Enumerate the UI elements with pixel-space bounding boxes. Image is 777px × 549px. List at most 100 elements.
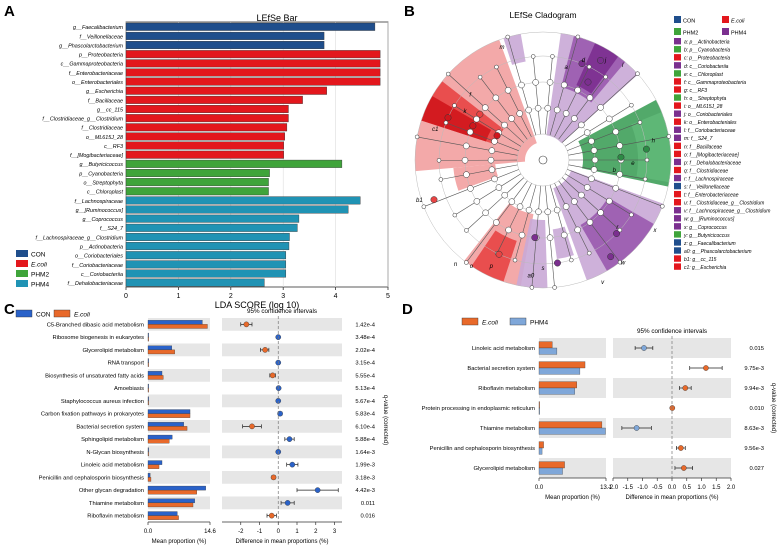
legend-label: PHM4 <box>31 282 49 289</box>
tree-node <box>482 209 489 217</box>
legend-label: CON <box>683 18 695 24</box>
tree-node <box>414 134 420 140</box>
tree-node <box>518 231 526 239</box>
pathway-label: Glycerolipid metabolism <box>473 466 535 472</box>
tree-node <box>505 34 510 40</box>
lda-bar <box>125 123 288 132</box>
clade-legend-swatch <box>674 150 681 158</box>
mean-bar-ecoli <box>147 324 208 329</box>
clade-legend-label: r: f__Lachnospiraceae <box>684 176 734 182</box>
clade-legend-label: k: o__Enterobacteriales <box>684 120 737 126</box>
row-stripe <box>222 420 342 433</box>
taxon-label: g__Faecalibacterium <box>73 25 124 31</box>
clade-tag: o <box>470 264 474 270</box>
lda-bar <box>125 150 284 159</box>
lda-bar <box>125 50 381 59</box>
tree-node <box>597 104 604 111</box>
mean-bar-con <box>147 473 151 478</box>
lda-bar <box>125 232 290 241</box>
mean-bar-ecoli <box>147 400 149 406</box>
tree-node <box>463 171 470 178</box>
clade-legend-swatch <box>674 199 681 206</box>
clade-tag: f <box>469 92 472 98</box>
q-value: 5.55e-4 <box>355 373 375 379</box>
tree-node <box>571 115 578 122</box>
taxon-label: g__[Ruminococcus] <box>76 208 124 214</box>
clade-tag: j <box>604 58 607 64</box>
legend-label: E.coli <box>731 18 745 24</box>
right-axis-label: Difference in mean proportions (%) <box>626 495 719 501</box>
tree-node <box>591 156 599 164</box>
tree-node <box>629 212 634 218</box>
difference-point <box>682 385 689 391</box>
clade-legend-label: c1: g__Escherichia <box>684 265 726 271</box>
row-stripe <box>148 471 210 484</box>
taxon-label: p__Proteobacteria <box>78 53 123 59</box>
difference-point <box>284 500 291 506</box>
pathway-label: Protein processing in endoplasmic reticu… <box>422 406 536 412</box>
significant-node <box>430 196 438 204</box>
clade-legend-swatch <box>674 54 681 61</box>
row-stripe <box>222 318 342 331</box>
tree-node <box>488 166 496 173</box>
taxon-label: c__Coriobacteriia <box>81 272 123 278</box>
clade-legend-label: a: p__Actinobacteria <box>684 40 730 46</box>
q-value: 3.48e-4 <box>355 335 375 341</box>
significant-node <box>495 250 503 258</box>
tree-branch <box>554 66 590 137</box>
clade-tag: d <box>582 58 586 64</box>
root-node <box>538 155 548 165</box>
difference-point <box>268 512 275 519</box>
mean-bar-ecoli <box>147 451 149 457</box>
pathway-label: Penicillin and cephalosporin biosynthesi… <box>39 475 144 481</box>
tree-node <box>612 128 619 136</box>
taxon-label: o__Streptophyta <box>83 181 123 187</box>
difference-point <box>269 372 276 379</box>
mean-bar-con <box>147 383 149 389</box>
significant-node <box>607 253 615 261</box>
q-value: 8.63e-3 <box>744 426 764 432</box>
clade-tag: n <box>454 262 458 268</box>
legend-label: E.coli <box>31 262 47 269</box>
tree-node <box>644 157 650 163</box>
row-stripe <box>222 445 342 459</box>
lda-bar <box>125 169 270 177</box>
pathway-label: Riboflavin metabolism <box>478 386 535 392</box>
difference-point <box>270 474 277 481</box>
tree-node <box>516 110 523 117</box>
taxon-label: f__Enterobacteriaceae <box>69 71 123 77</box>
left-tick-label: 0.0 <box>535 485 544 491</box>
legend-swatch <box>16 250 28 257</box>
mean-bar-ecoli <box>147 426 188 431</box>
right-tick-label: 0.5 <box>683 485 692 491</box>
clade-legend-label: c: p__Proteobacteria <box>684 56 730 62</box>
pathway-label: Bacterial secretion system <box>467 366 535 372</box>
right-tick-label: -0.5 <box>652 485 663 491</box>
tree-branch <box>549 184 572 261</box>
lda-bar <box>125 31 325 40</box>
tree-node <box>590 166 598 173</box>
x-tick-label: 3 <box>281 293 285 300</box>
q-value-axis-label: q-value (corrected) <box>770 383 776 433</box>
significant-node <box>613 230 620 237</box>
tree-node <box>452 103 457 108</box>
right-tick-label: 2 <box>314 529 318 535</box>
significant-node <box>578 60 586 68</box>
mean-bar-ecoli <box>147 515 179 520</box>
legend-swatch <box>16 260 28 267</box>
pathway-label: Amoebiasis <box>114 386 144 392</box>
mean-bar-con <box>147 460 163 465</box>
taxon-label: f__[Mogibacteriaceae] <box>70 153 124 159</box>
tree-node <box>491 175 498 183</box>
clade-legend-swatch <box>674 223 681 230</box>
right-tick-label: 1 <box>295 529 299 535</box>
row-stripe <box>222 343 342 357</box>
panel-label-c: C <box>4 301 15 318</box>
mean-bar-ecoli <box>538 381 577 389</box>
tree-node <box>574 226 581 234</box>
taxon-label: p__Cyanobacteria <box>78 171 123 177</box>
tree-node <box>495 184 503 191</box>
clade-legend-label: y: g__Butyricicoccus <box>683 233 730 239</box>
pathway-label: Other glycan degradation <box>79 488 144 494</box>
